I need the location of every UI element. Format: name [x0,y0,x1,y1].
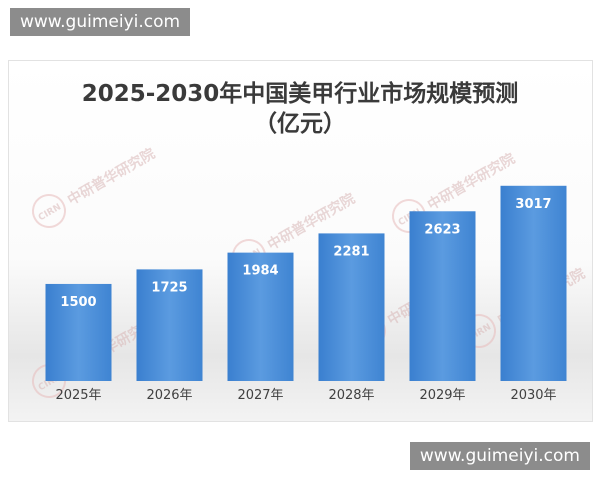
bar-value-label: 1984 [242,264,278,279]
bar-value-label: 3017 [515,197,551,212]
bar-value-label: 1500 [60,295,96,310]
chart-frame: CIRN中研普华研究院CIRN中研普华研究院CIRN中研普华研究院CIRN中研普… [8,60,593,422]
bar-2027年 [227,252,294,381]
site-watermark-bottom: www.guimeiyi.com [409,442,590,470]
watermark-logo-text: CIRN [37,202,63,223]
x-tick-label: 2030年 [510,388,556,403]
bar-2030年 [500,185,567,381]
chart-subtitle: （亿元） [254,110,346,137]
x-tick-label: 2026年 [146,388,192,403]
chart-title: 2025-2030年中国美甲行业市场规模预测 [82,80,519,107]
watermark-logo [32,194,66,228]
bar-2029年 [409,211,476,381]
bar-value-label: 2281 [333,244,369,259]
bar-2026年 [136,269,203,381]
bar-2025年 [45,283,112,381]
bars-group: 1500 1725 1984 2281 2623 3017 [45,185,567,381]
x-tick-label: 2029年 [419,388,465,403]
watermark-text: 中研普华研究院 [65,145,158,209]
x-tick-label: 2025年 [55,388,101,403]
site-watermark-top: www.guimeiyi.com [10,8,191,36]
x-tick-group: 2025年 2026年 2027年 2028年 2029年 2030年 [55,388,556,403]
x-tick-label: 2028年 [328,388,374,403]
x-tick-label: 2027年 [237,388,283,403]
bar-value-label: 2623 [424,222,460,237]
bar-value-label: 1725 [151,280,187,295]
bar-chart: CIRN中研普华研究院CIRN中研普华研究院CIRN中研普华研究院CIRN中研普… [32,80,588,403]
bar-2028年 [318,233,385,381]
